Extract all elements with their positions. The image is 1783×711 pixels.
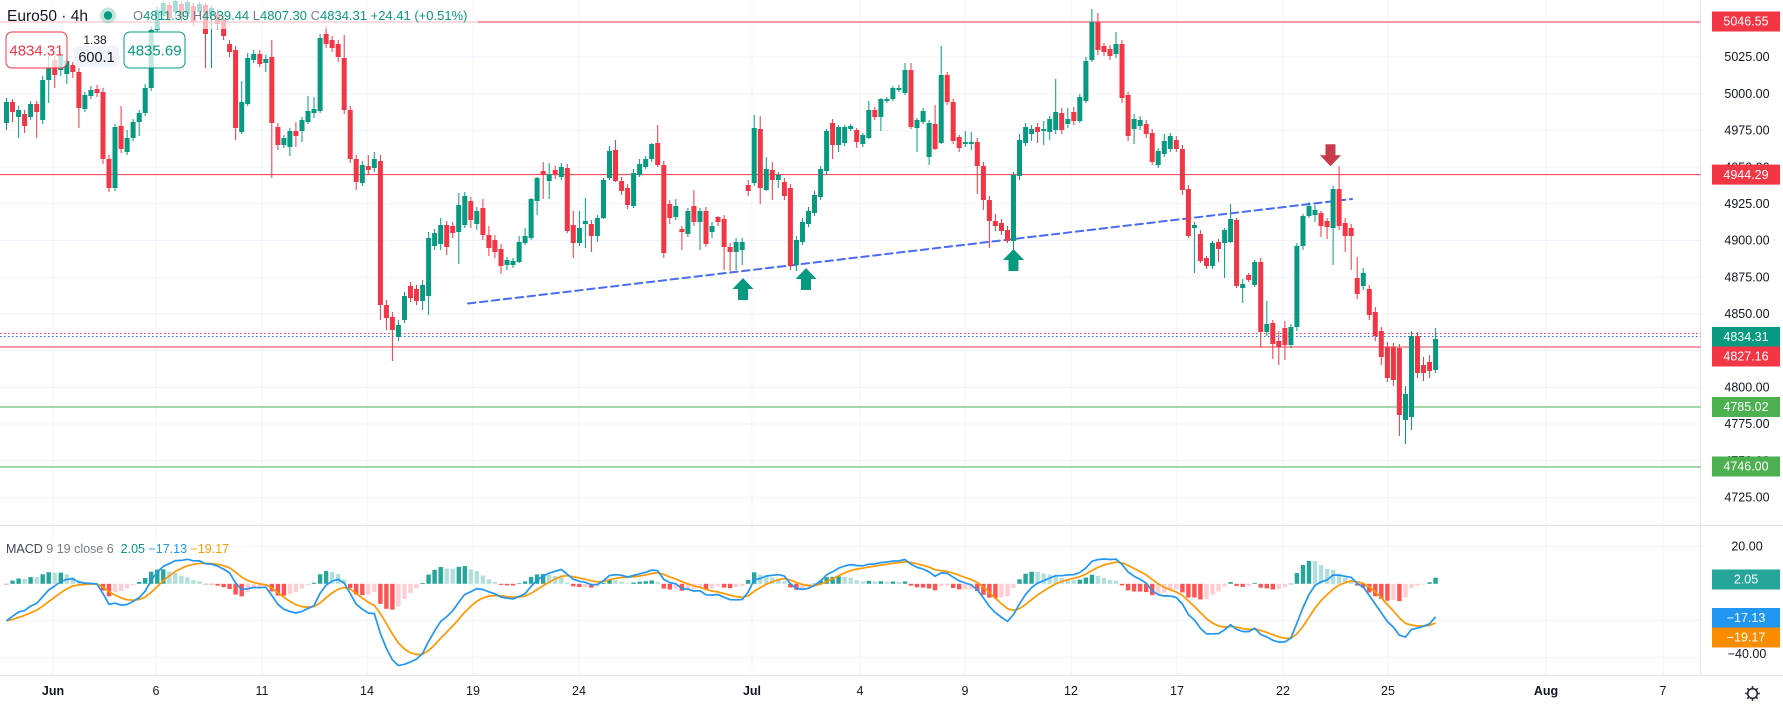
svg-text:4975.00: 4975.00 xyxy=(1724,124,1769,138)
svg-text:Euro50 · 4h: Euro50 · 4h xyxy=(7,8,88,25)
svg-text:22: 22 xyxy=(1276,684,1290,698)
svg-text:−17.13: −17.13 xyxy=(1727,611,1766,625)
svg-text:O4811.39 H4839.44 L4807.30 C48: O4811.39 H4839.44 L4807.30 C4834.31 +24.… xyxy=(133,8,467,23)
svg-text:4725.00: 4725.00 xyxy=(1724,491,1769,505)
svg-text:4827.16: 4827.16 xyxy=(1723,350,1768,364)
svg-text:2.05: 2.05 xyxy=(1734,573,1758,587)
svg-text:7: 7 xyxy=(1660,684,1667,698)
svg-text:600.1: 600.1 xyxy=(78,50,114,66)
svg-text:−40.00: −40.00 xyxy=(1728,647,1767,661)
svg-text:5046.55: 5046.55 xyxy=(1723,15,1768,29)
svg-text:Aug: Aug xyxy=(1534,684,1558,698)
svg-text:4875.00: 4875.00 xyxy=(1724,270,1769,284)
svg-text:12: 12 xyxy=(1064,684,1078,698)
svg-text:4746.00: 4746.00 xyxy=(1723,460,1768,474)
svg-text:4834.31: 4834.31 xyxy=(1723,330,1768,344)
svg-text:4834.31: 4834.31 xyxy=(9,43,63,60)
svg-text:20.00: 20.00 xyxy=(1731,540,1762,554)
svg-text:Jul: Jul xyxy=(743,684,761,698)
svg-text:19: 19 xyxy=(466,684,480,698)
svg-text:−19.17: −19.17 xyxy=(1727,631,1766,645)
svg-text:4: 4 xyxy=(857,684,864,698)
svg-text:4925.00: 4925.00 xyxy=(1724,197,1769,211)
svg-text:5000.00: 5000.00 xyxy=(1724,87,1769,101)
svg-text:Jun: Jun xyxy=(42,684,64,698)
svg-text:11: 11 xyxy=(256,684,269,698)
svg-text:6: 6 xyxy=(153,684,160,698)
svg-text:4775.00: 4775.00 xyxy=(1724,417,1769,431)
svg-text:4800.00: 4800.00 xyxy=(1724,381,1769,395)
svg-text:14: 14 xyxy=(360,684,374,698)
svg-text:25: 25 xyxy=(1381,684,1395,698)
svg-text:4900.00: 4900.00 xyxy=(1724,234,1769,248)
svg-text:4785.02: 4785.02 xyxy=(1723,400,1768,414)
svg-text:4835.69: 4835.69 xyxy=(127,43,181,60)
svg-text:9: 9 xyxy=(962,684,969,698)
svg-text:4850.00: 4850.00 xyxy=(1724,307,1769,321)
svg-text:MACD 9 19 close 6 2.05 −17.13: MACD 9 19 close 6 2.05 −17.13 −19.17 xyxy=(6,542,229,556)
svg-text:1.38: 1.38 xyxy=(83,33,107,47)
svg-text:5025.00: 5025.00 xyxy=(1724,50,1769,64)
svg-text:4944.29: 4944.29 xyxy=(1723,168,1768,182)
svg-text:24: 24 xyxy=(572,684,586,698)
svg-text:17: 17 xyxy=(1170,684,1184,698)
